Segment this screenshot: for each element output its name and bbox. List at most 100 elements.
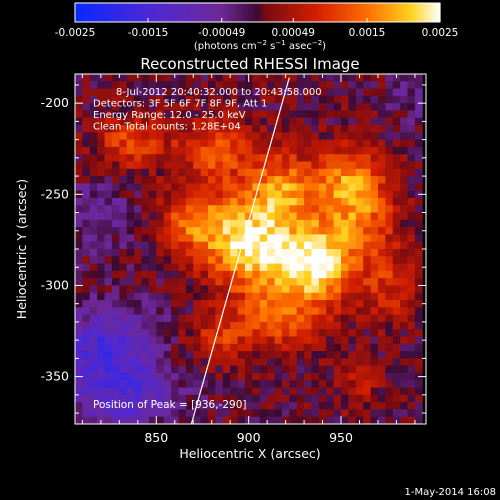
- heatmap-cell: [222, 132, 231, 141]
- heatmap-cell: [318, 176, 327, 184]
- heatmap-cell: [414, 278, 423, 286]
- heatmap-cell: [163, 227, 172, 235]
- colorbar-segment: [339, 3, 344, 22]
- heatmap-cell: [348, 212, 357, 221]
- heatmap-cell: [363, 241, 371, 250]
- heatmap-cell: [111, 372, 120, 381]
- heatmap-cell: [407, 168, 416, 177]
- heatmap-cell: [370, 329, 379, 337]
- heatmap-cell: [119, 292, 128, 301]
- heatmap-cell: [267, 343, 275, 352]
- heatmap-cell: [244, 351, 253, 359]
- heatmap-cell: [141, 161, 150, 170]
- heatmap-cell: [385, 88, 394, 97]
- heatmap-cell: [333, 161, 342, 170]
- heatmap-cell: [385, 256, 394, 264]
- heatmap-cell: [171, 212, 179, 221]
- heatmap-cell: [355, 139, 364, 148]
- heatmap-cell: [171, 125, 179, 133]
- heatmap-cell: [156, 241, 165, 250]
- colorbar-segment: [172, 3, 176, 22]
- heatmap-cell: [400, 227, 408, 235]
- heatmap-cell: [230, 227, 238, 235]
- heatmap-cell: [304, 365, 312, 374]
- heatmap-cell: [75, 387, 83, 396]
- heatmap-cell: [385, 190, 394, 199]
- heatmap-cell: [89, 351, 98, 359]
- heatmap-cell: [318, 103, 327, 111]
- heatmap-cell: [304, 183, 312, 192]
- heatmap-cell: [274, 125, 283, 133]
- heatmap-cell: [400, 81, 408, 89]
- heatmap-cell: [104, 249, 113, 257]
- heatmap-cell: [141, 205, 150, 213]
- heatmap-cell: [333, 285, 342, 294]
- plot-axes: 850 900 950-200-250-300-350: [41, 74, 426, 445]
- heatmap-cell: [244, 110, 253, 119]
- heatmap-cell: [414, 183, 423, 192]
- heatmap-cell: [215, 380, 224, 388]
- heatmap-cell: [97, 176, 105, 184]
- heatmap-cell: [414, 88, 423, 97]
- heatmap-cell: [414, 168, 423, 177]
- heatmap-cell: [163, 212, 172, 221]
- heatmap-cell: [185, 380, 194, 388]
- heatmap-cell: [89, 234, 98, 243]
- heatmap-cell: [341, 205, 349, 213]
- heatmap-cell: [341, 358, 349, 367]
- heatmap-cell: [97, 278, 105, 286]
- heatmap-cell: [148, 336, 157, 345]
- heatmap-cell: [185, 263, 194, 272]
- heatmap-cell: [156, 249, 165, 257]
- colorbar-segment: [245, 3, 249, 22]
- heatmap-cell: [215, 132, 224, 141]
- annotation-line: Clean Total counts: 1.28E+04: [93, 122, 241, 133]
- heatmap-cell: [104, 321, 113, 330]
- heatmap-cell: [75, 95, 83, 104]
- heatmap-cell: [104, 132, 113, 141]
- heatmap-cell: [281, 351, 290, 359]
- heatmap-cell: [193, 168, 202, 177]
- heatmap-cell: [274, 227, 283, 235]
- heatmap-cell: [193, 372, 202, 381]
- heatmap-cell: [178, 263, 187, 272]
- colorbar-segment: [151, 3, 155, 22]
- heatmap-cell: [400, 278, 408, 286]
- heatmap-cell: [75, 358, 83, 367]
- colorbar-segment: [427, 3, 432, 22]
- heatmap-cell: [267, 402, 275, 410]
- heatmap-cell: [289, 219, 298, 228]
- heatmap-cell: [104, 205, 113, 213]
- heatmap-cell: [230, 168, 238, 177]
- heatmap-cell: [156, 263, 165, 272]
- heatmap-cell: [126, 154, 135, 162]
- heatmap-cell: [370, 103, 379, 111]
- heatmap-cell: [237, 103, 246, 111]
- heatmap-cell: [178, 409, 187, 418]
- heatmap-cell: [341, 190, 349, 199]
- heatmap-cell: [318, 212, 327, 221]
- heatmap-cell: [244, 270, 253, 279]
- heatmap-cell: [370, 146, 379, 155]
- heatmap-cell: [281, 183, 290, 192]
- heatmap-cell: [111, 81, 120, 89]
- heatmap-cell: [370, 74, 379, 82]
- heatmap-cell: [163, 219, 172, 228]
- annotation-line: 8-Jul-2012 20:40:32.000 to 20:43:58.000: [116, 87, 322, 98]
- heatmap-cell: [148, 321, 157, 330]
- heatmap-cell: [119, 139, 128, 148]
- heatmap-cell: [119, 190, 128, 199]
- heatmap-cell: [244, 234, 253, 243]
- heatmap-cell: [311, 416, 320, 425]
- heatmap-cell: [244, 197, 253, 206]
- heatmap-cell: [222, 241, 231, 250]
- heatmap-cell: [348, 343, 357, 352]
- heatmap-cell: [141, 176, 150, 184]
- heatmap-cell: [311, 212, 320, 221]
- heatmap-cell: [119, 380, 128, 388]
- colorbar-segment: [260, 3, 265, 22]
- heatmap-cell: [104, 336, 113, 345]
- heatmap-cell: [333, 190, 342, 199]
- heatmap-cell: [304, 212, 312, 221]
- heatmap-cell: [311, 154, 320, 162]
